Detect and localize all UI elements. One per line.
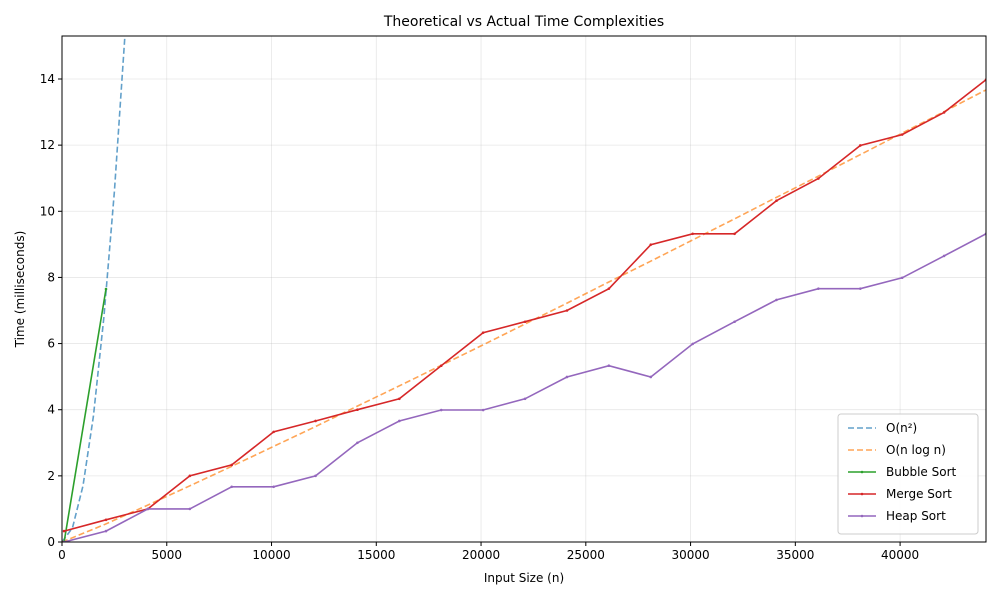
x-tick-label: 35000: [776, 548, 814, 562]
legend-marker: [860, 492, 864, 496]
chart-title: Theoretical vs Actual Time Complexities: [383, 14, 664, 30]
data-point-merge-sort: [523, 320, 527, 324]
data-point-merge-sort: [314, 419, 317, 423]
data-point-merge-sort: [900, 133, 904, 136]
x-tick-label: 10000: [252, 548, 290, 562]
y-tick-label: 2: [47, 469, 55, 483]
x-tick-label: 25000: [567, 548, 605, 562]
data-point-merge-sort: [858, 144, 862, 147]
x-tick-label: 30000: [671, 548, 709, 562]
data-point-merge-sort: [649, 243, 653, 246]
plot-frame: [61, 35, 987, 543]
data-point-heap-sort: [817, 287, 820, 290]
data-point-heap-sort: [942, 254, 946, 258]
data-point-heap-sort: [565, 375, 569, 379]
data-point-merge-sort: [691, 232, 694, 236]
data-point-heap-sort: [607, 364, 611, 368]
data-point-heap-sort: [481, 408, 485, 412]
data-point-heap-sort: [900, 276, 904, 280]
data-point-merge-sort: [775, 199, 778, 202]
legend-label: Merge Sort: [886, 487, 952, 501]
data-point-heap-sort: [439, 408, 443, 412]
data-point-merge-sort: [62, 529, 66, 533]
y-tick-label: 4: [47, 403, 55, 417]
data-point-merge-sort: [272, 430, 275, 434]
x-tick-label: 20000: [462, 548, 500, 562]
series-line-o-n-log-n: [62, 89, 986, 542]
data-point-heap-sort: [272, 485, 275, 489]
data-point-heap-sort: [775, 298, 778, 302]
y-tick-label: 0: [47, 535, 55, 549]
legend-label: O(n²): [886, 421, 917, 435]
data-point-heap-sort: [733, 320, 736, 324]
data-point-merge-sort: [817, 177, 820, 180]
data-point-heap-sort: [691, 342, 694, 346]
series-line-o-n: [62, 36, 126, 542]
legend-box: [837, 413, 979, 535]
data-point-merge-sort: [942, 111, 946, 114]
data-point-heap-sort: [188, 507, 192, 511]
series-group: [62, 36, 986, 542]
y-tick-label: 10: [40, 204, 55, 218]
data-point-heap-sort: [230, 485, 234, 489]
data-point-heap-sort: [356, 441, 359, 445]
data-point-heap-sort: [649, 375, 653, 379]
x-tick-label: 15000: [357, 548, 395, 562]
y-tick-label: 14: [40, 72, 55, 86]
data-point-merge-sort: [565, 309, 569, 312]
data-point-heap-sort: [858, 287, 862, 290]
data-point-merge-sort: [607, 287, 611, 290]
x-tick-label: 40000: [881, 548, 919, 562]
data-point-heap-sort: [146, 507, 150, 511]
data-point-heap-sort: [398, 419, 401, 423]
data-point-merge-sort: [104, 518, 108, 522]
legend-marker: [860, 470, 864, 474]
data-point-merge-sort: [481, 331, 485, 334]
legend-marker: [860, 514, 864, 518]
axis-ticks: 0 5000 10000 15000 20000 25000 30000 35000 40000…: [40, 72, 919, 562]
data-point-merge-sort: [733, 232, 736, 236]
series-line-bubble-sort: [63, 288, 107, 542]
legend: O(n²) O(n log n) Bubble Sort Merge Sort Heap…: [837, 413, 979, 535]
legend-label: Bubble Sort: [886, 465, 956, 479]
data-point-heap-sort: [523, 397, 527, 401]
legend-label: Heap Sort: [886, 509, 946, 523]
x-axis-label: Input Size (n): [484, 571, 564, 585]
y-tick-label: 6: [47, 337, 55, 351]
data-point-heap-sort: [314, 474, 317, 478]
data-point-merge-sort: [439, 364, 443, 368]
x-tick-label: 0: [58, 548, 66, 562]
y-axis-label: Time (milliseconds): [13, 231, 27, 349]
x-tick-label: 5000: [151, 548, 182, 562]
data-point-merge-sort: [230, 463, 234, 467]
legend-label: O(n log n): [886, 443, 946, 457]
data-point-heap-sort: [104, 529, 108, 533]
data-point-merge-sort: [398, 397, 401, 401]
data-point-merge-sort: [356, 408, 359, 412]
y-tick-label: 8: [47, 270, 55, 284]
data-point-bubble-sort: [104, 287, 108, 291]
data-point-merge-sort: [188, 474, 192, 478]
y-tick-label: 12: [40, 138, 55, 152]
